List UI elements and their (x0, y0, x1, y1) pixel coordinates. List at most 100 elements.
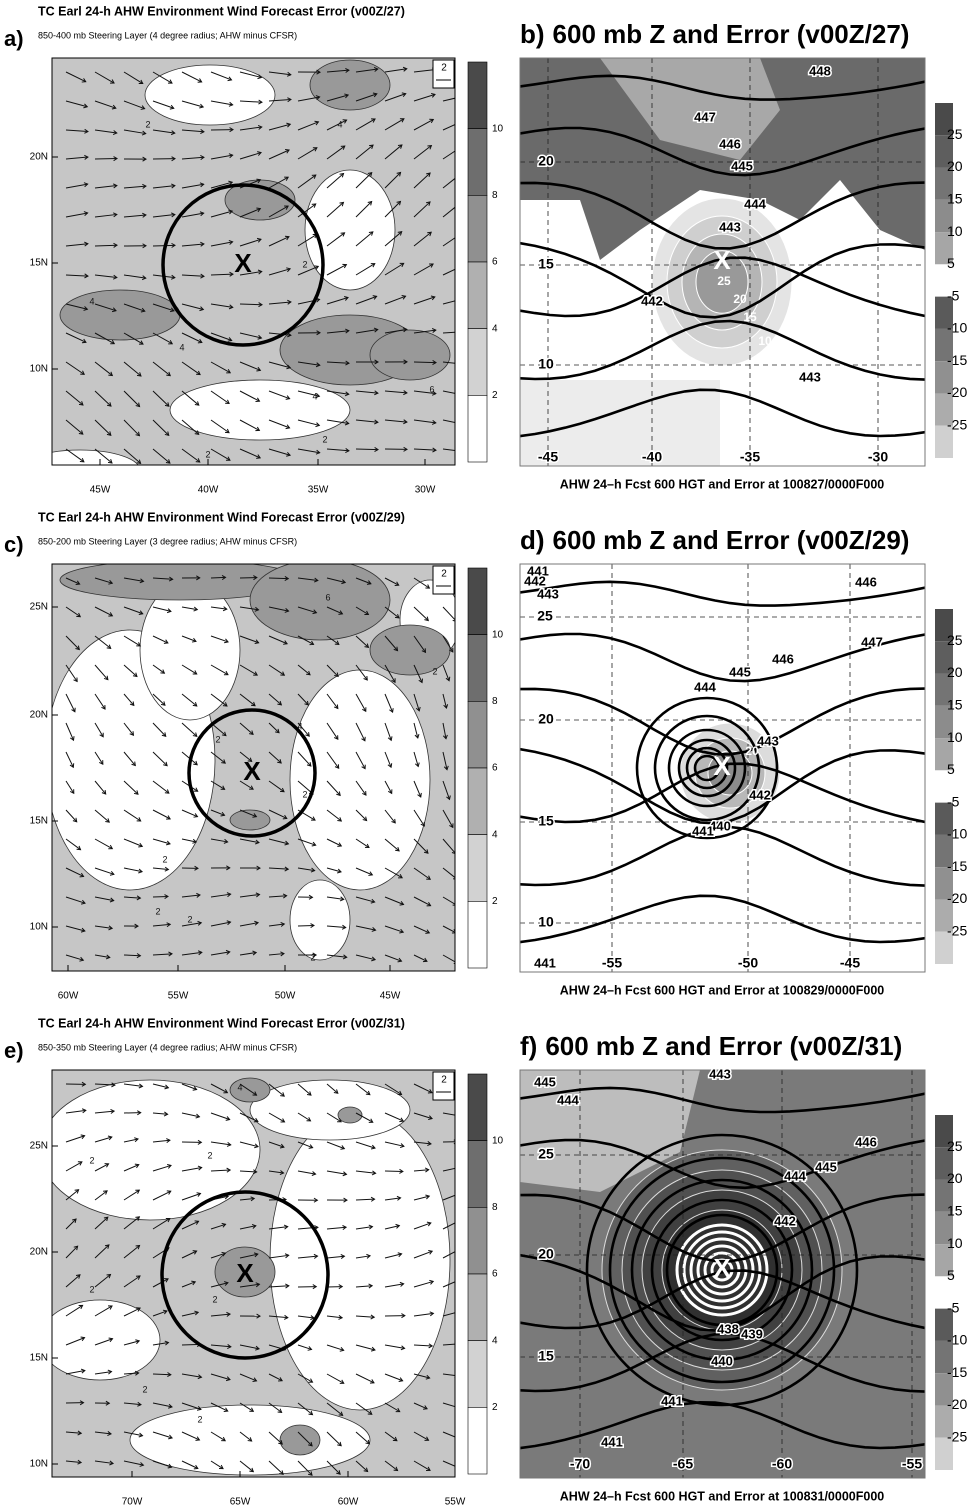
arrow-head (457, 1436, 461, 1440)
x-tick-label: 60W (58, 991, 79, 1002)
colorbar-label: 5 (947, 1267, 955, 1283)
x-tick-label: -30 (868, 449, 888, 465)
arrow-head (461, 422, 465, 426)
height-label: 440 (711, 1353, 733, 1368)
x-tick-label: 45W (380, 991, 401, 1002)
y-tick-label: 15 (538, 1348, 554, 1364)
contour-label: 2 (89, 1284, 94, 1294)
arrow-head (461, 69, 465, 73)
x-tick-label: -35 (740, 449, 760, 465)
y-tick-label: 15 (538, 813, 554, 829)
colorbar-block (468, 768, 487, 835)
arrow-head (456, 1310, 460, 1314)
panel-title-text: 600 mb Z and Error (v00Z/31) (545, 1031, 902, 1061)
panel-title: TC Earl 24-h AHW Environment Wind Foreca… (38, 1016, 405, 1030)
colorbar-block (468, 1074, 487, 1141)
wind-arrow (356, 449, 378, 450)
shade-high (338, 1107, 362, 1123)
ref-vector-label: 2 (441, 63, 447, 74)
panel-label: c) (4, 532, 24, 557)
shade-low (250, 1080, 410, 1140)
colorbar-label: 15 (947, 697, 963, 713)
figure: TC Earl 24-h AHW Environment Wind Foreca… (0, 0, 978, 1506)
contour-label: 4 (89, 296, 94, 306)
height-label: 447 (694, 109, 716, 124)
contour-label: 6 (429, 384, 434, 394)
height-label: 447 (861, 634, 883, 649)
shade-high (230, 1078, 270, 1102)
height-label: 439 (741, 1326, 763, 1341)
height-label: 441 (534, 955, 556, 970)
contour-label: 6 (325, 592, 330, 602)
x-tick-label: 55W (445, 1497, 466, 1506)
arrow-head (455, 1166, 459, 1170)
panel-title: f)600 mb Z and Error (v00Z/31) (520, 1031, 902, 1061)
y-tick-label: 20N (30, 1247, 48, 1258)
panel-title: d)600 mb Z and Error (v00Z/29) (520, 525, 909, 555)
arrow-head (461, 95, 465, 99)
colorbar-label: -20 (947, 384, 967, 400)
height-label: 445 (815, 1159, 837, 1174)
colorbar-label: 2 (492, 896, 498, 907)
shade-high (370, 330, 450, 380)
colorbar-label: 8 (492, 190, 498, 201)
storm-center: X (243, 756, 261, 786)
panel-footer: AHW 24–h Fcst 600 HGT and Error at 10082… (560, 477, 885, 491)
storm-center: X (236, 1258, 254, 1288)
colorbar-block (468, 835, 487, 902)
colorbar-label: 10 (947, 1235, 963, 1251)
panel-title: b)600 mb Z and Error (v00Z/27) (520, 19, 909, 49)
colorbar-label: 25 (947, 632, 963, 648)
wind-arrow (153, 896, 168, 897)
shade-high (280, 1425, 320, 1455)
colorbar-block (468, 395, 487, 462)
x-tick-label: 65W (230, 1497, 251, 1506)
height-label: 446 (719, 136, 741, 151)
colorbar-label: 4 (492, 323, 498, 334)
colorbar-label: -20 (947, 890, 967, 906)
x-tick-label: 40W (198, 485, 219, 496)
height-label: 443 (537, 586, 559, 601)
arrow-head (457, 147, 461, 151)
height-label: 444 (557, 1092, 579, 1107)
contour-label: 4 (179, 342, 184, 352)
y-tick-label: 10N (30, 364, 48, 375)
height-label: 444 (694, 679, 716, 694)
panel-label: d) (520, 525, 545, 555)
y-tick-label: 25 (538, 1146, 554, 1162)
shade-high (250, 560, 390, 640)
contour-label: 4 (337, 119, 342, 129)
ref-vector-label: 2 (441, 569, 447, 580)
error-label: 10 (758, 334, 772, 348)
panel-title: TC Earl 24-h AHW Environment Wind Foreca… (38, 510, 405, 524)
arrow-head (457, 1248, 461, 1252)
colorbar-label: 15 (947, 1203, 963, 1219)
error-label: 20 (733, 292, 747, 306)
x-tick-label: -55 (902, 1456, 922, 1472)
y-tick-label: 25N (30, 1141, 48, 1152)
x-tick-label: -40 (642, 449, 662, 465)
panel-title: TC Earl 24-h AHW Environment Wind Foreca… (38, 4, 405, 18)
height-label: 445 (731, 158, 753, 173)
colorbar-label: -10 (947, 1332, 967, 1348)
arrow-head (461, 449, 465, 453)
colorbar-label: 6 (492, 1269, 498, 1280)
contour-label: 2 (197, 1414, 202, 1424)
storm-center: X (713, 1253, 731, 1283)
colorbar-label: -20 (947, 1396, 967, 1412)
contour-label: 2 (322, 434, 327, 444)
colorbar-block (468, 635, 487, 702)
height-label: 443 (757, 733, 779, 748)
storm-center: X (713, 245, 731, 275)
arrow-head (456, 1193, 460, 1197)
colorbar-label: -25 (947, 416, 967, 432)
y-tick-label: 10 (538, 914, 554, 930)
panel-label: a) (4, 26, 24, 51)
height-label: 438 (717, 1321, 739, 1336)
colorbar-label: 8 (492, 696, 498, 707)
colorbar-label: 5 (947, 761, 955, 777)
error-label: 25 (717, 274, 731, 288)
x-tick-label: 30W (415, 485, 436, 496)
colorbar-label: 10 (492, 123, 504, 134)
